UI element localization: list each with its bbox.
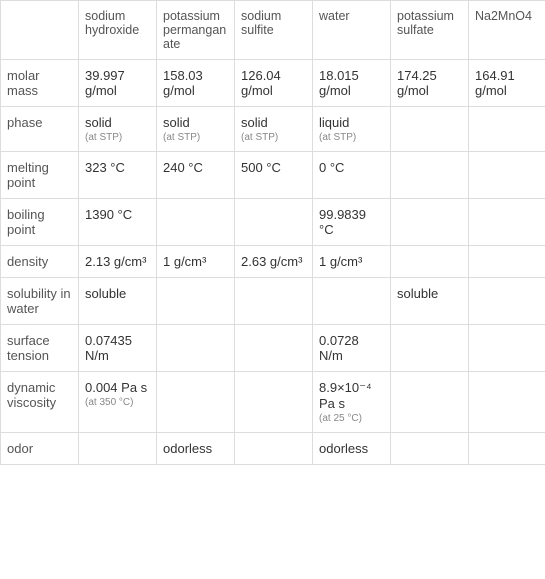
cell: 164.91 g/mol (469, 60, 545, 107)
cell: 2.13 g/cm³ (79, 246, 157, 278)
cell: 39.997 g/mol (79, 60, 157, 107)
cell: 126.04 g/mol (235, 60, 313, 107)
header-col-1: sodium hydroxide (79, 1, 157, 60)
table-row: solubility in water soluble soluble (1, 278, 545, 325)
table-row: odor odorless odorless (1, 433, 545, 465)
cell: soluble (79, 278, 157, 325)
row-label: phase (1, 107, 79, 152)
row-label: solubility in water (1, 278, 79, 325)
cell: 0.004 Pa s (at 350 °C) (79, 372, 157, 433)
cell: 1390 °C (79, 199, 157, 246)
cell-sub: (at STP) (319, 132, 384, 143)
cell: 99.9839 °C (313, 199, 391, 246)
cell: solid (at STP) (157, 107, 235, 152)
cell (469, 246, 545, 278)
cell: odorless (157, 433, 235, 465)
cell: 500 °C (235, 152, 313, 199)
cell (391, 433, 469, 465)
header-col-5: potassium sulfate (391, 1, 469, 60)
cell: 2.63 g/cm³ (235, 246, 313, 278)
cell (391, 325, 469, 372)
cell (469, 107, 545, 152)
cell (235, 433, 313, 465)
cell (235, 372, 313, 433)
cell: soluble (391, 278, 469, 325)
cell: solid (at STP) (79, 107, 157, 152)
cell-sub: (at STP) (85, 132, 150, 143)
cell (157, 199, 235, 246)
table-row: boiling point 1390 °C 99.9839 °C (1, 199, 545, 246)
cell (391, 199, 469, 246)
cell: 1 g/cm³ (157, 246, 235, 278)
cell: 8.9×10⁻⁴ Pa s (at 25 °C) (313, 372, 391, 433)
cell (469, 278, 545, 325)
header-col-2: potassium permanganate (157, 1, 235, 60)
cell (469, 152, 545, 199)
properties-table: sodium hydroxide potassium permanganate … (0, 0, 545, 465)
table-header-row: sodium hydroxide potassium permanganate … (1, 1, 545, 60)
cell: 158.03 g/mol (157, 60, 235, 107)
cell (391, 246, 469, 278)
row-label: surface tension (1, 325, 79, 372)
cell-sub: (at 350 °C) (85, 397, 150, 408)
cell (313, 278, 391, 325)
cell: 18.015 g/mol (313, 60, 391, 107)
cell: 174.25 g/mol (391, 60, 469, 107)
header-empty (1, 1, 79, 60)
table-row: dynamic viscosity 0.004 Pa s(at 350 °C) … (1, 372, 545, 433)
row-label: dynamic viscosity (1, 372, 79, 433)
header-col-4: water (313, 1, 391, 60)
cell (235, 278, 313, 325)
table-row: phase solid (at STP) solid (at STP) solid (… (1, 107, 545, 152)
cell (391, 107, 469, 152)
cell: 0.0728 N/m (313, 325, 391, 372)
cell (469, 199, 545, 246)
cell (235, 325, 313, 372)
table-row: molar mass 39.997 g/mol 158.03 g/mol 126… (1, 60, 545, 107)
cell (235, 199, 313, 246)
header-col-6: Na2MnO4 (469, 1, 545, 60)
cell-main: liquid (319, 115, 349, 130)
cell: liquid (at STP) (313, 107, 391, 152)
cell (79, 433, 157, 465)
cell (391, 372, 469, 433)
table-row: surface tension 0.07435 N/m 0.0728 N/m (1, 325, 545, 372)
cell-main: solid (163, 115, 190, 130)
row-label: odor (1, 433, 79, 465)
cell: 1 g/cm³ (313, 246, 391, 278)
cell (469, 372, 545, 433)
cell (157, 372, 235, 433)
cell (469, 433, 545, 465)
header-col-3: sodium sulfite (235, 1, 313, 60)
cell: 240 °C (157, 152, 235, 199)
row-label: density (1, 246, 79, 278)
cell-sub: (at 25 °C) (319, 413, 384, 424)
cell (157, 278, 235, 325)
cell: 0 °C (313, 152, 391, 199)
cell: 0.07435 N/m (79, 325, 157, 372)
table-row: density 2.13 g/cm³ 1 g/cm³ 2.63 g/cm³ 1 … (1, 246, 545, 278)
cell: solid (at STP) (235, 107, 313, 152)
cell: 323 °C (79, 152, 157, 199)
cell (391, 152, 469, 199)
row-label: molar mass (1, 60, 79, 107)
cell-sub: (at STP) (241, 132, 306, 143)
cell: odorless (313, 433, 391, 465)
row-label: boiling point (1, 199, 79, 246)
cell-sub: (at STP) (163, 132, 228, 143)
cell-main: 8.9×10⁻⁴ Pa s (319, 380, 372, 411)
cell (469, 325, 545, 372)
cell-main: 0.004 Pa s (85, 380, 147, 395)
cell (157, 325, 235, 372)
row-label: melting point (1, 152, 79, 199)
cell-main: solid (241, 115, 268, 130)
cell-main: solid (85, 115, 112, 130)
table-row: melting point 323 °C 240 °C 500 °C 0 °C (1, 152, 545, 199)
